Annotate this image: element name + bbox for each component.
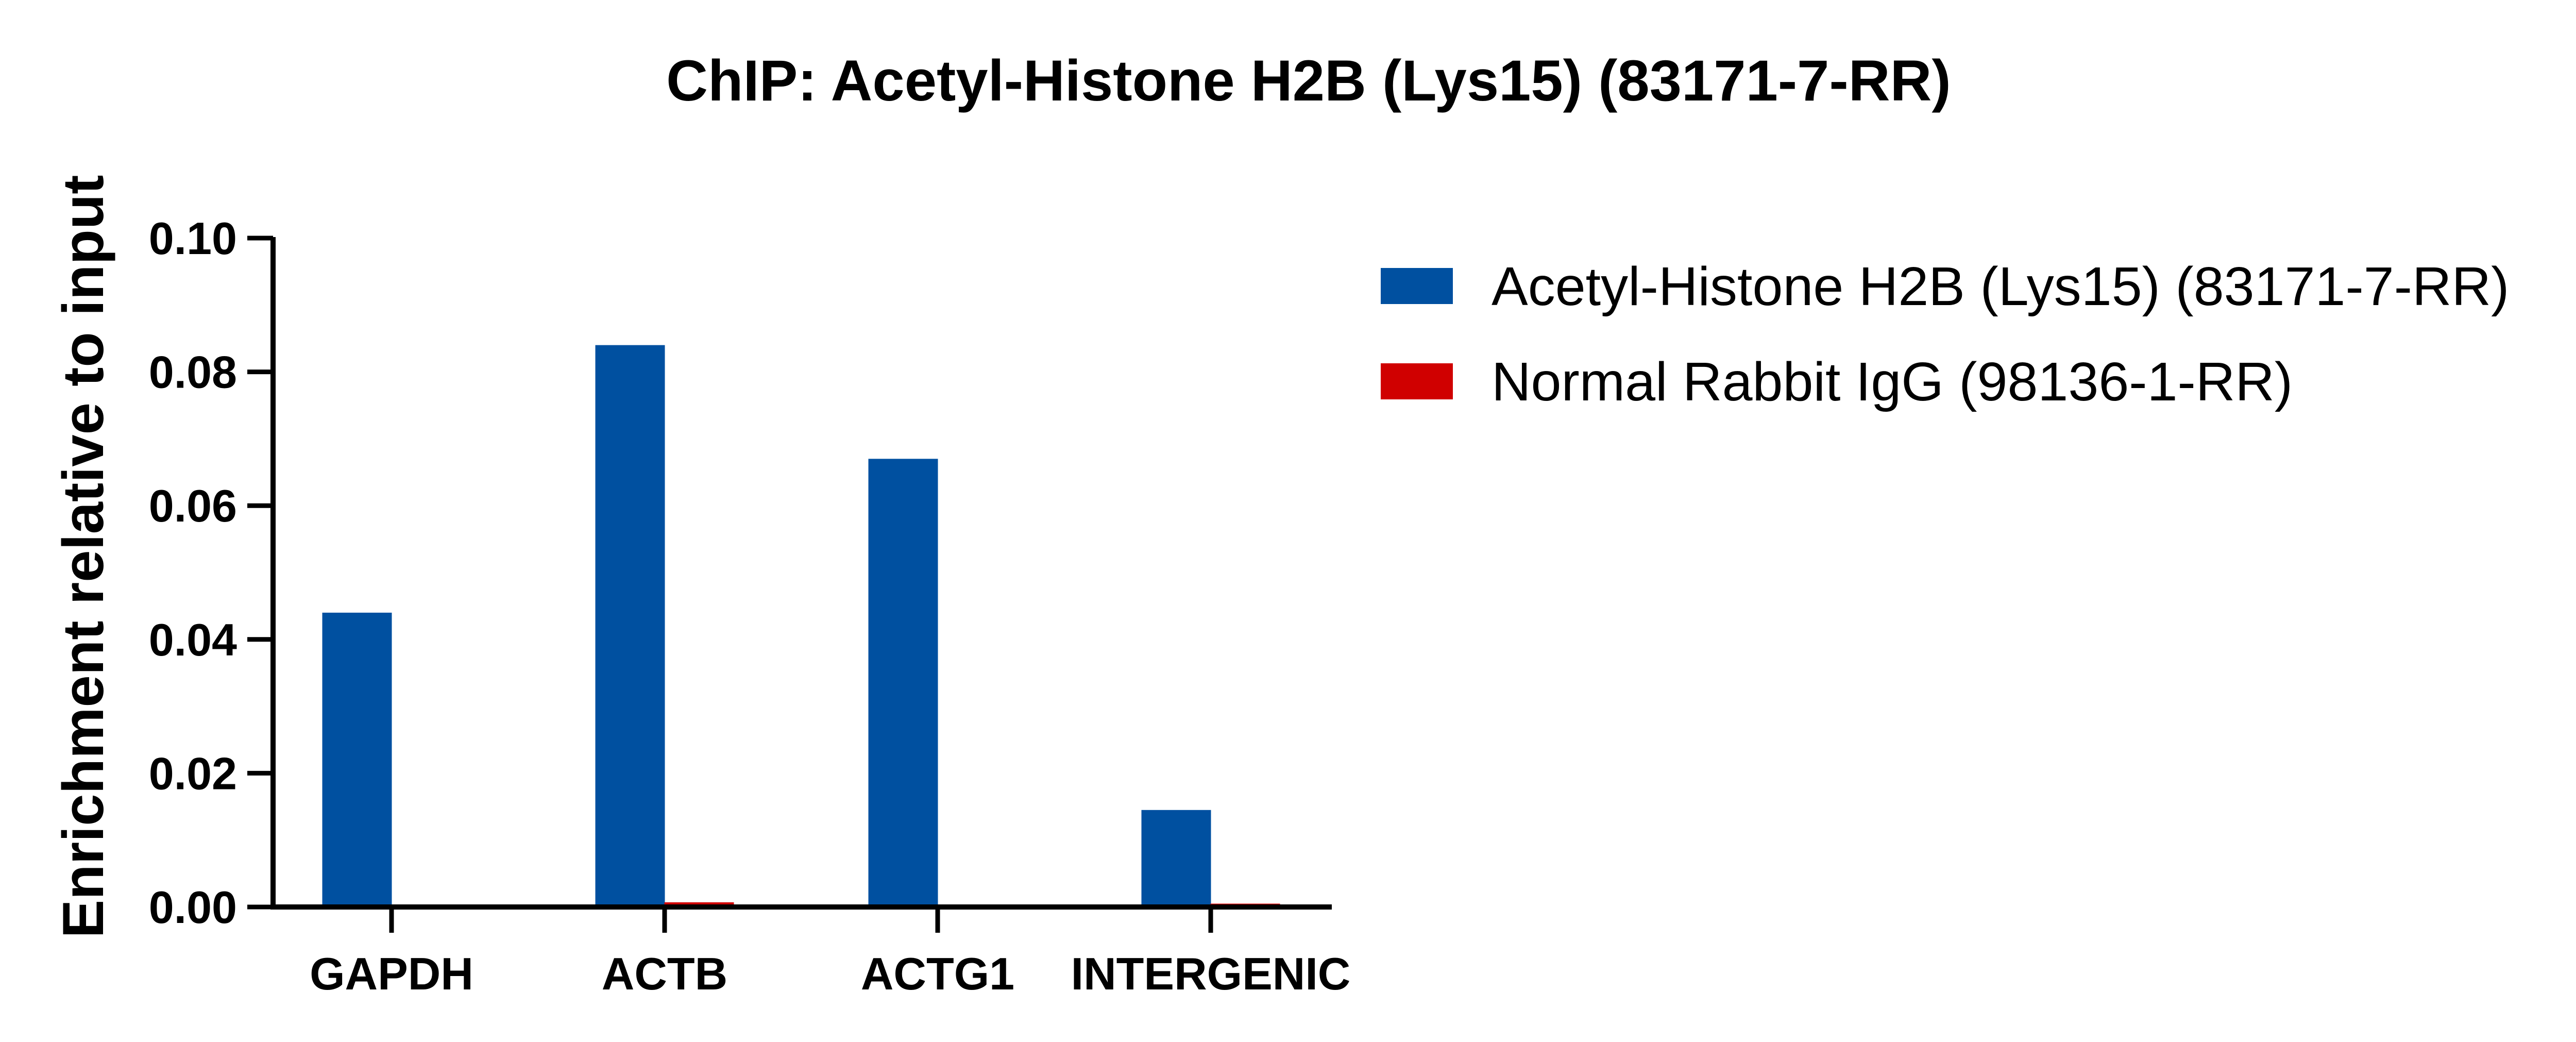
x-tick-label: GAPDH xyxy=(310,948,473,999)
legend-label: Normal Rabbit IgG (98136-1-RR) xyxy=(1492,351,2293,412)
legend-swatch xyxy=(1381,363,1453,399)
y-axis-ticks: 0.00 0.02 0.04 0.06 0.08 0.10 xyxy=(149,213,273,933)
bars xyxy=(322,345,1280,907)
legend-label: Acetyl-Histone H2B (Lys15) (83171-7-RR) xyxy=(1492,256,2509,317)
x-tick-label: INTERGENIC xyxy=(1071,948,1351,999)
y-tick-label: 0.04 xyxy=(149,614,237,665)
y-tick-label: 0.00 xyxy=(149,882,237,933)
x-axis-ticks: GAPDH ACTB ACTG1 INTERGENIC xyxy=(310,907,1350,999)
y-tick-label: 0.06 xyxy=(149,480,237,531)
chart-title: ChIP: Acetyl-Histone H2B (Lys15) (83171-… xyxy=(666,48,1951,113)
legend: Acetyl-Histone H2B (Lys15) (83171-7-RR) N… xyxy=(1381,256,2509,412)
legend-swatch xyxy=(1381,268,1453,304)
x-tick-label: ACTB xyxy=(602,948,727,999)
bar-acetyl-h2b-actb xyxy=(595,345,665,907)
y-tick-label: 0.08 xyxy=(149,347,237,398)
y-axis-label: Enrichment relative to input xyxy=(51,175,115,938)
y-tick-label: 0.02 xyxy=(149,748,237,799)
y-tick-label: 0.10 xyxy=(149,213,237,264)
bar-acetyl-h2b-gapdh xyxy=(322,612,392,907)
bar-acetyl-h2b-intergenic xyxy=(1141,810,1211,907)
x-tick-label: ACTG1 xyxy=(861,948,1014,999)
bar-acetyl-h2b-actg1 xyxy=(868,459,938,907)
